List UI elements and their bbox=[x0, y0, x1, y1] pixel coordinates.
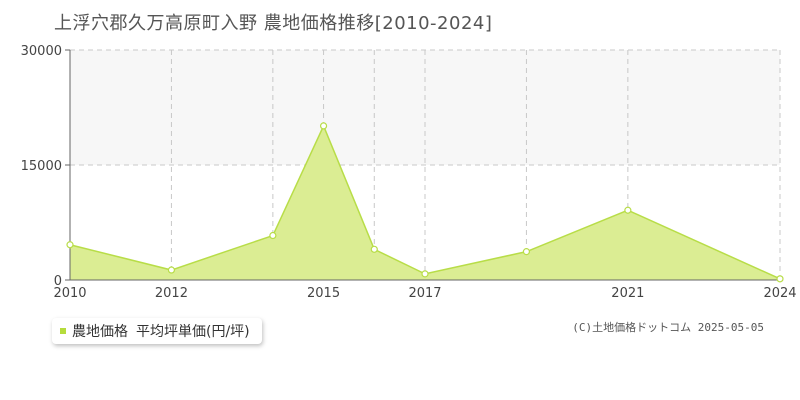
area-series bbox=[70, 125, 780, 281]
legend-series-label: 農地価格 bbox=[72, 324, 128, 340]
y-tick-labels: 0 15000 30000 bbox=[21, 44, 62, 289]
legend: 農地価格 平均坪単価(円/坪) bbox=[52, 318, 262, 344]
x-tick-label: 2015 bbox=[307, 286, 340, 301]
x-tick-label: 2021 bbox=[611, 286, 644, 301]
y-tick-label: 30000 bbox=[21, 44, 62, 59]
data-point bbox=[269, 231, 277, 240]
data-point bbox=[370, 245, 378, 253]
data-point bbox=[319, 122, 328, 130]
x-tick-labels: 2010 2012 2015 2017 2021 2024 bbox=[53, 286, 796, 301]
legend-swatch bbox=[60, 328, 66, 334]
x-tick-label: 2012 bbox=[155, 286, 188, 301]
x-tick-label: 2010 bbox=[53, 286, 86, 301]
data-point bbox=[66, 241, 74, 249]
y-tick-label: 0 bbox=[54, 274, 62, 289]
credit-text: (C)土地価格ドットコム 2025-05-05 bbox=[572, 321, 764, 334]
legend-unit-label: 平均坪単価(円/坪) bbox=[136, 324, 250, 340]
x-tick-label: 2017 bbox=[408, 286, 441, 301]
chart-title: 上浮穴郡久万高原町入野 農地価格推移[2010-2024] bbox=[54, 13, 493, 34]
data-point bbox=[624, 206, 632, 214]
y-tick-label: 15000 bbox=[21, 159, 62, 174]
data-point bbox=[776, 275, 784, 283]
data-points bbox=[66, 122, 784, 283]
data-point bbox=[421, 270, 429, 278]
x-tick-label: 2024 bbox=[763, 286, 796, 301]
data-point bbox=[167, 266, 176, 274]
data-point bbox=[522, 248, 531, 256]
